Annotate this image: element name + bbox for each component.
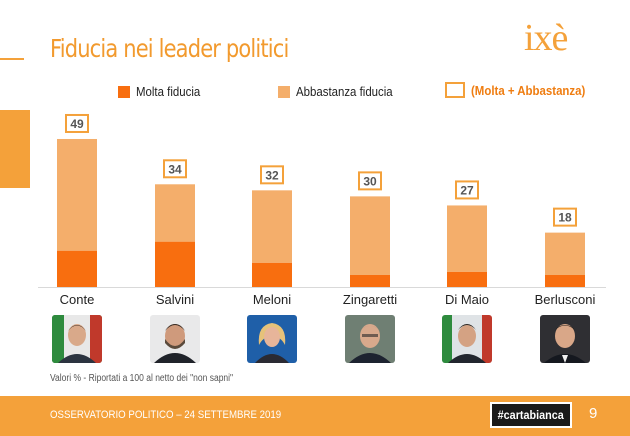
brand-badge: #cartabianca [490, 402, 572, 428]
total-box-zingaretti [358, 171, 382, 191]
bar-molta-dimaio [447, 271, 487, 287]
chart-baseline [38, 287, 606, 288]
legend-label-totale: (Molta + Abbastanza) [471, 82, 586, 98]
bar-abbastanza-berlusconi [545, 232, 585, 275]
total-label-dimaio: 27 [460, 183, 474, 197]
category-label-salvini: Salvini [155, 292, 195, 307]
legend-item-totale: (Molta + Abbastanza) [445, 82, 601, 98]
legend-swatch-abbastanza [278, 85, 290, 98]
total-label-zingaretti: 30 [363, 174, 377, 188]
bar-molta-berlusconi [545, 274, 585, 287]
legend-label-molta: Molta fiducia [136, 84, 201, 99]
total-box-berlusconi [553, 207, 577, 227]
footnote: Valori % - Riportati a 100 al netto dei … [50, 373, 234, 384]
bar-molta-zingaretti [350, 274, 390, 287]
portrait-dimaio [442, 315, 492, 363]
portrait-conte [52, 315, 102, 363]
footer-text: OSSERVATORIO POLITICO – 24 SETTEMBRE 201… [50, 409, 282, 421]
bar-abbastanza-conte [57, 138, 97, 251]
portrait-berlusconi [540, 315, 590, 363]
bar-abbastanza-dimaio [447, 205, 487, 272]
legend-label-abbastanza: Abbastanza fiducia [296, 84, 393, 99]
total-box-meloni [260, 165, 284, 185]
category-label-meloni: Meloni [252, 292, 292, 307]
decorative-line [0, 58, 24, 60]
category-label-berlusconi: Berlusconi [534, 292, 596, 307]
bar-molta-conte [57, 250, 97, 287]
legend-item-molta: Molta fiducia [118, 84, 209, 99]
bar-molta-salvini [155, 241, 195, 287]
bar-molta-meloni [252, 262, 292, 287]
total-label-meloni: 32 [265, 168, 279, 182]
page-title: Fiducia nei leader politici [50, 34, 289, 63]
portrait-meloni [247, 315, 297, 363]
ixe-logo: ixè [524, 17, 582, 62]
bar-abbastanza-meloni [252, 190, 292, 263]
legend-swatch-molta [118, 85, 130, 98]
footer-bar: OSSERVATORIO POLITICO – 24 SETTEMBRE 201… [0, 396, 630, 436]
portrait-salvini [150, 315, 200, 363]
total-label-berlusconi: 18 [558, 211, 572, 225]
category-label-dimaio: Di Maio [444, 292, 490, 307]
chart-legend: Molta fiducia Abbastanza fiducia (Molta … [0, 82, 630, 104]
page-number: 9 [589, 405, 598, 422]
decorative-block [0, 110, 30, 188]
total-box-dimaio [455, 180, 479, 200]
bar-abbastanza-zingaretti [350, 196, 390, 275]
bar-abbastanza-salvini [155, 184, 195, 242]
total-label-conte: 49 [70, 117, 84, 131]
category-label-conte: Conte [59, 292, 95, 307]
logo-text: ixè [524, 17, 568, 59]
total-box-conte [65, 113, 89, 133]
category-label-zingaretti: Zingaretti [342, 292, 398, 307]
legend-item-abbastanza: Abbastanza fiducia [278, 84, 406, 99]
total-label-salvini: 34 [168, 162, 182, 176]
legend-swatch-totale [445, 82, 465, 98]
total-box-salvini [163, 159, 187, 179]
portrait-zingaretti [345, 315, 395, 363]
brand-text: #cartabianca [497, 408, 565, 422]
